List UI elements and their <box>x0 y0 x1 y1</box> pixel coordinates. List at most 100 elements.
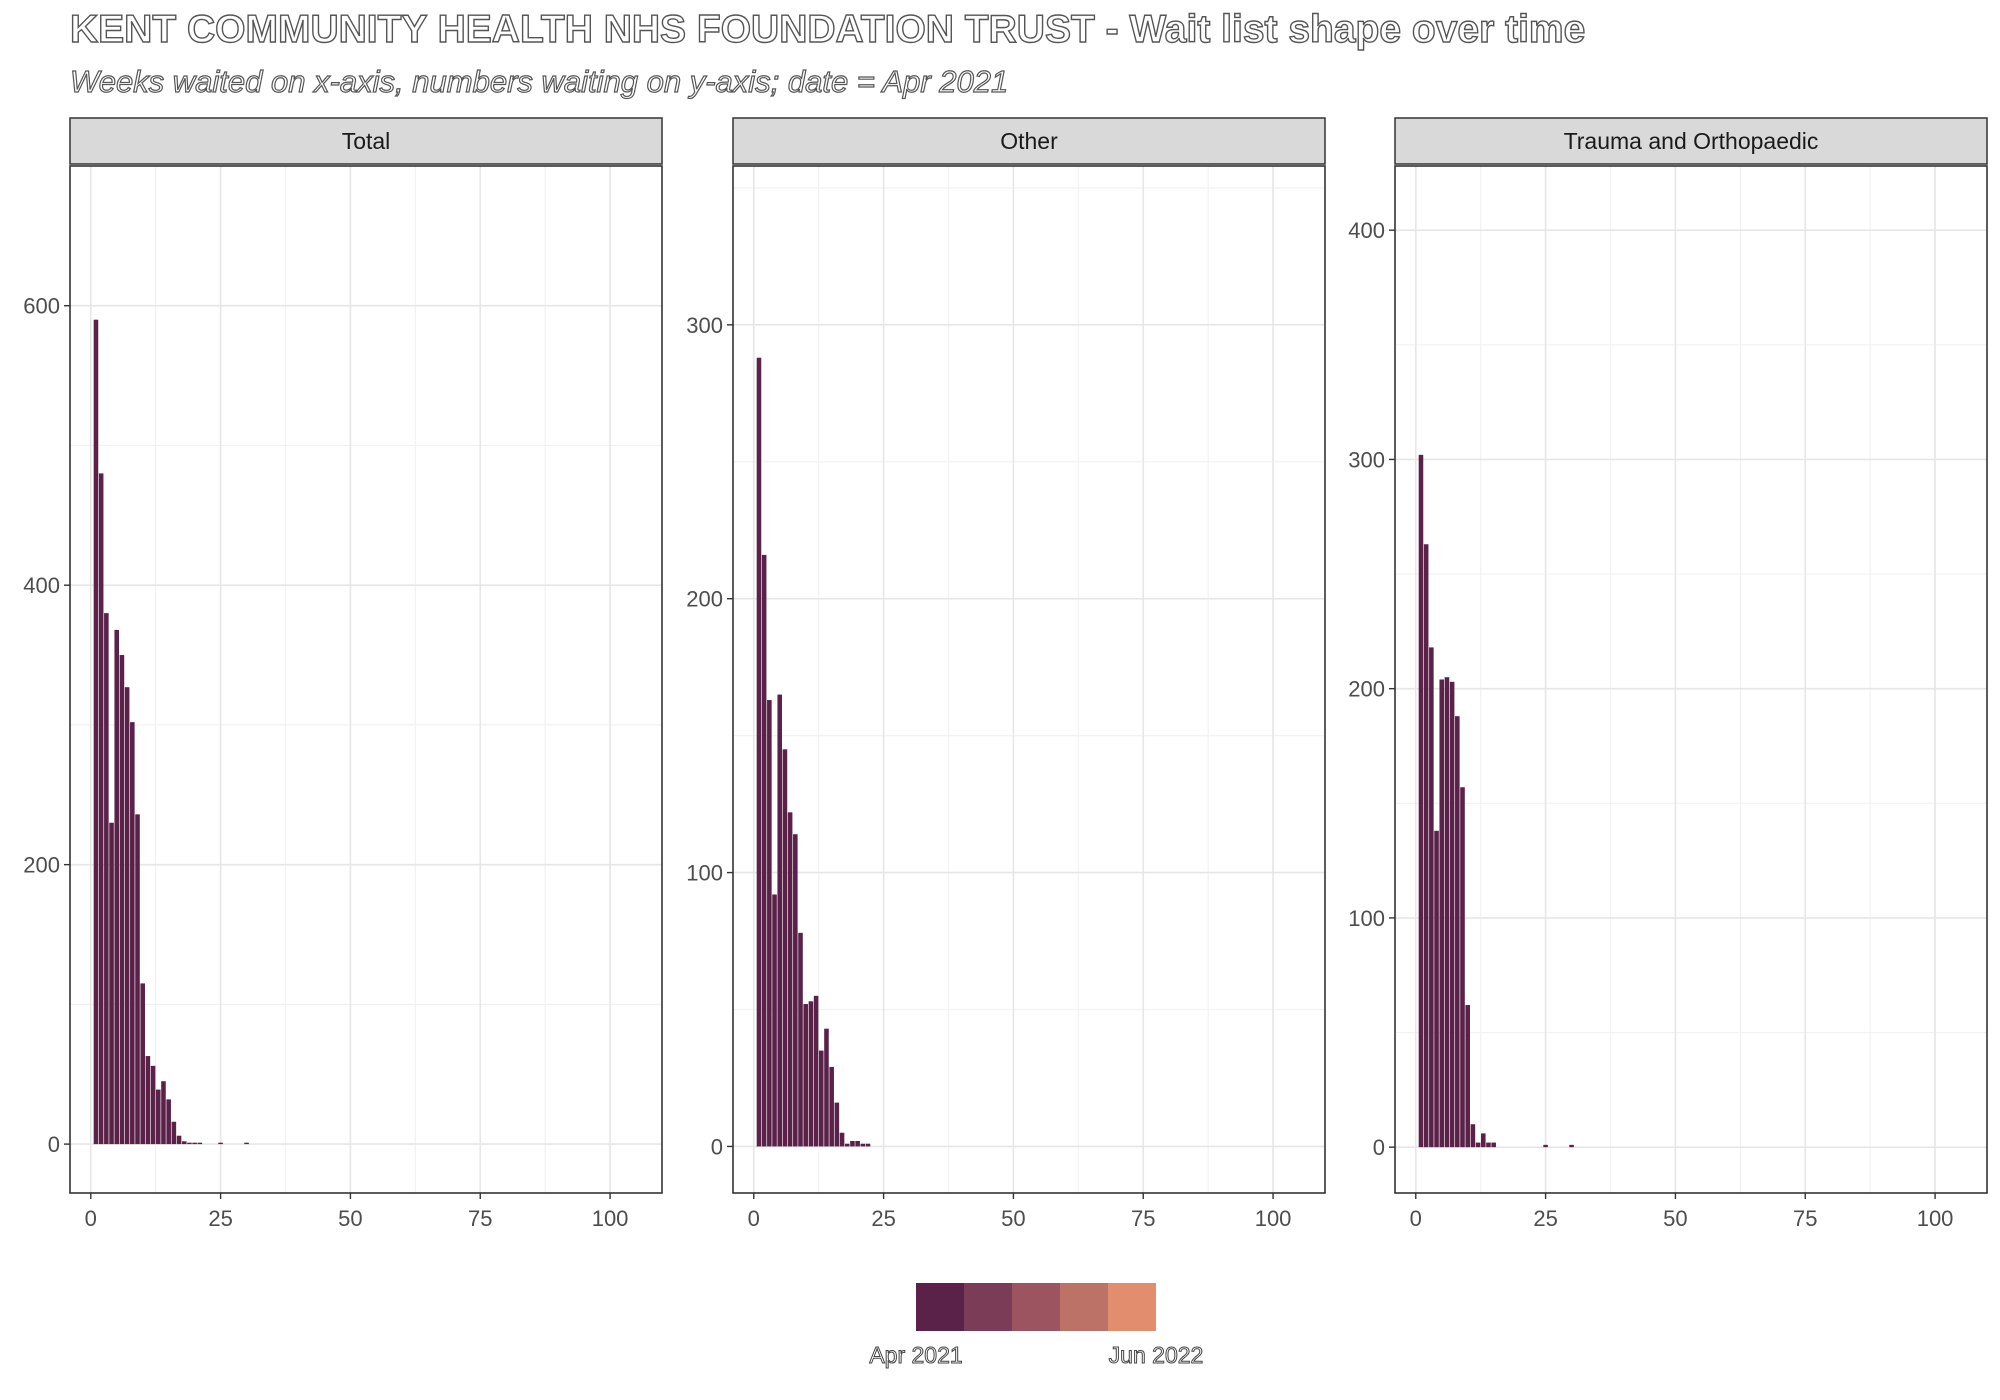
chart-subtitle: Weeks waited on x-axis, numbers waiting … <box>69 63 1009 99</box>
bar <box>808 1001 814 1147</box>
bar <box>1449 681 1455 1148</box>
bar <box>824 1028 829 1147</box>
bar <box>93 319 99 1145</box>
x-tick-label: 100 <box>1255 1206 1292 1231</box>
bar <box>855 1140 860 1147</box>
bar <box>1569 1144 1574 1148</box>
bar <box>135 814 140 1145</box>
y-tick-label: 400 <box>1348 218 1385 243</box>
bar <box>1486 1142 1491 1148</box>
bar <box>1465 1005 1470 1148</box>
bar <box>798 932 803 1147</box>
bar <box>1480 1133 1486 1148</box>
y-tick-label: 0 <box>1373 1135 1385 1160</box>
x-tick-label: 25 <box>871 1206 895 1231</box>
panel-border <box>69 165 663 1194</box>
bar <box>787 812 793 1147</box>
bar <box>109 822 114 1145</box>
bar <box>197 1142 203 1145</box>
panel-2: Trauma and Orthopaedic 0 100 200 300 400 0 25 50… <box>1348 117 1988 1231</box>
bar <box>150 1065 156 1145</box>
facet-strip-label: Trauma and Orthopaedic <box>1564 128 1819 154</box>
bar <box>834 1102 840 1147</box>
y-tick-label: 200 <box>1348 677 1385 702</box>
y-tick-label: 400 <box>23 573 60 598</box>
bar <box>844 1143 850 1147</box>
y-tick-label: 100 <box>686 861 723 886</box>
bar <box>140 983 145 1145</box>
bar <box>1439 679 1445 1148</box>
bar <box>1423 544 1429 1148</box>
plot-background <box>1395 166 1987 1193</box>
bar <box>818 1050 824 1147</box>
bar <box>782 749 788 1147</box>
plot-background <box>733 166 1325 1193</box>
y-tick-label: 200 <box>23 853 60 878</box>
bar <box>860 1143 866 1147</box>
bar <box>218 1142 223 1145</box>
y-tick-label: 200 <box>686 587 723 612</box>
y-tick-label: 300 <box>686 313 723 338</box>
panel-0: Total 0 200 400 600 0 25 50 75 100 <box>23 117 663 1231</box>
bar <box>145 1056 151 1145</box>
panel-border <box>1394 165 1988 1194</box>
bar <box>98 473 104 1145</box>
bar <box>114 629 120 1145</box>
x-tick-label: 100 <box>592 1206 629 1231</box>
bar <box>756 357 762 1147</box>
x-tick-label: 25 <box>208 1206 232 1231</box>
x-tick-label: 0 <box>85 1206 97 1231</box>
bar <box>104 613 109 1145</box>
bar <box>161 1081 166 1145</box>
y-tick-label: 300 <box>1348 447 1385 472</box>
y-tick-label: 0 <box>48 1132 60 1157</box>
y-tick-label: 600 <box>23 294 60 319</box>
bar <box>1418 454 1424 1148</box>
bar <box>155 1089 161 1145</box>
bar <box>1470 1124 1476 1148</box>
plot-background <box>70 166 662 1193</box>
panel-border <box>732 165 1326 1194</box>
bar <box>1429 647 1434 1148</box>
facet-strip-label: Total <box>342 128 391 154</box>
bar <box>793 834 798 1147</box>
bar <box>119 655 125 1145</box>
legend-swatch-5 <box>1108 1283 1156 1331</box>
y-tick-label: 0 <box>711 1134 723 1159</box>
facet-strip <box>1394 117 1988 165</box>
x-tick-label: 100 <box>1917 1206 1954 1231</box>
x-tick-label: 25 <box>1533 1206 1557 1231</box>
bar <box>839 1132 845 1147</box>
bar <box>124 687 130 1145</box>
bar <box>803 1004 808 1147</box>
legend-swatch-1 <box>916 1283 964 1331</box>
x-tick-label: 75 <box>1131 1206 1155 1231</box>
legend-end-label: Jun 2022 <box>1108 1342 1204 1369</box>
bar <box>171 1121 177 1145</box>
bar <box>772 894 777 1147</box>
facet-strip-label: Other <box>1000 128 1058 154</box>
bar <box>1475 1142 1481 1148</box>
x-tick-label: 50 <box>1663 1206 1687 1231</box>
bar <box>187 1142 192 1145</box>
bar <box>1491 1142 1496 1148</box>
x-tick-label: 0 <box>748 1206 760 1231</box>
bar <box>166 1099 171 1145</box>
chart-title: KENT COMMUNITY HEALTH NHS FOUNDATION TRU… <box>69 7 1586 51</box>
legend-start-label: Apr 2021 <box>869 1342 963 1369</box>
bar <box>130 722 135 1145</box>
panel-1: Other 0 100 200 300 0 25 50 75 100 <box>686 117 1326 1231</box>
bar <box>777 694 783 1147</box>
bar <box>176 1135 182 1145</box>
x-tick-label: 75 <box>468 1206 492 1231</box>
bar <box>192 1142 197 1145</box>
bar <box>181 1141 187 1145</box>
bar <box>865 1143 871 1147</box>
legend-swatch-3 <box>1012 1283 1060 1331</box>
x-tick-label: 75 <box>1793 1206 1817 1231</box>
bar <box>850 1140 855 1147</box>
bar <box>1460 787 1465 1148</box>
bar <box>767 700 772 1147</box>
bar <box>1543 1144 1548 1148</box>
bar <box>1455 716 1460 1148</box>
